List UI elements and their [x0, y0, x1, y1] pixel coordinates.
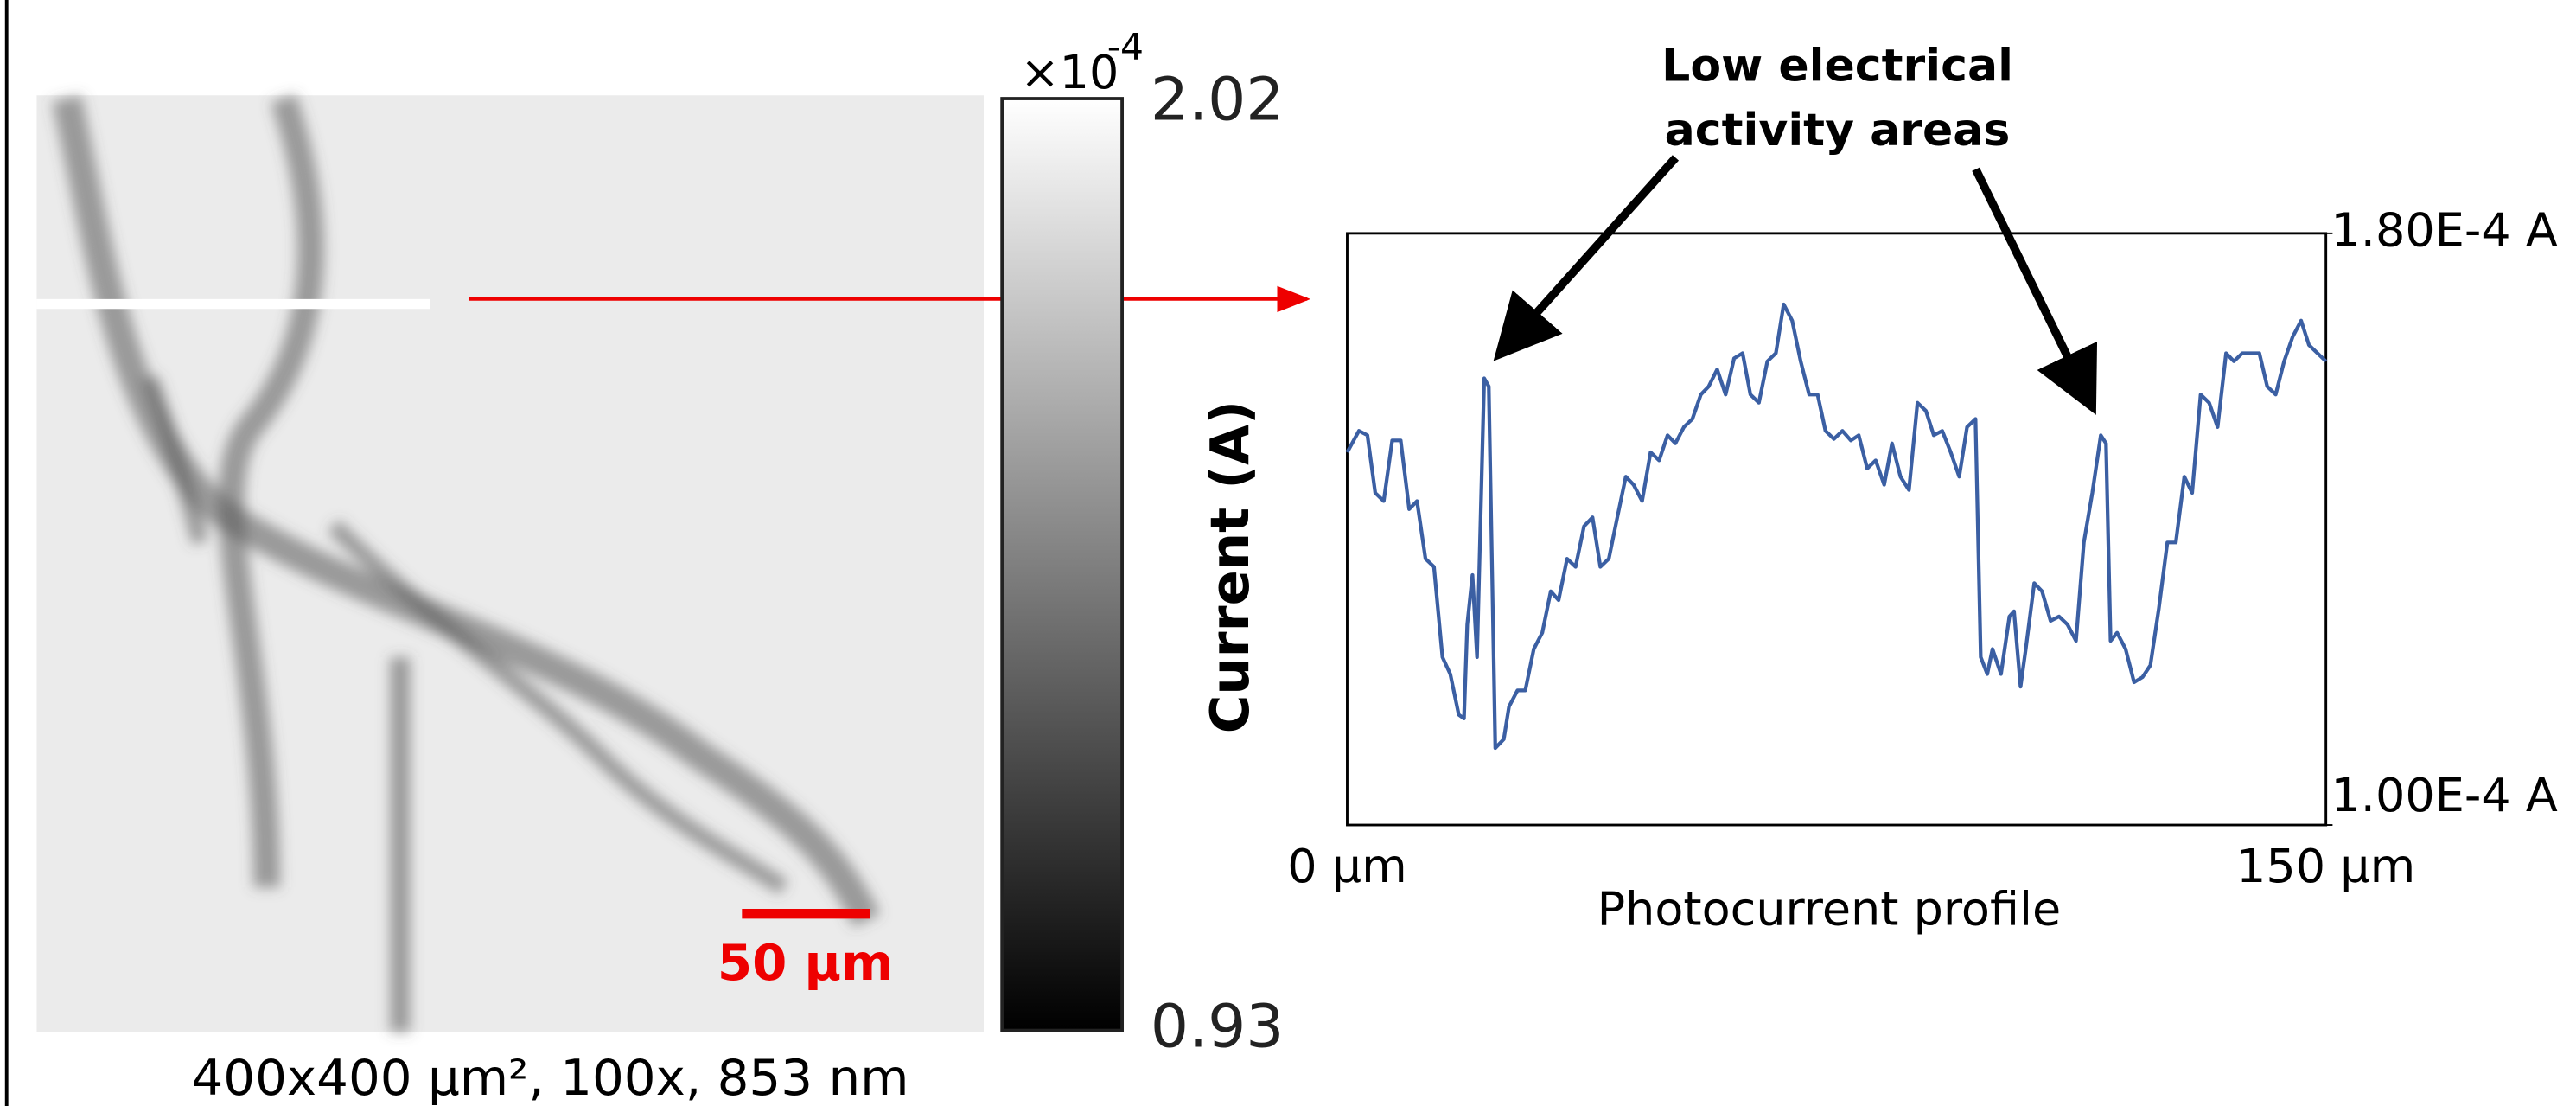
annotation-line: Low electrical — [1661, 41, 2013, 93]
annotation-arrow — [1972, 167, 2098, 415]
colorbar-multiplier: ×10 — [1020, 45, 1119, 99]
colorbar — [1000, 97, 1125, 1032]
colorbar-label: Current (A) — [1200, 400, 1262, 733]
annotation-line: activity areas — [1665, 105, 2011, 157]
x-tick-label: 150 µm — [2236, 839, 2415, 893]
colorbar-tick-label: 2.02 — [1151, 66, 1285, 134]
scale-bar-label: 50 µm — [717, 934, 894, 992]
x-tick-label: 0 µm — [1287, 839, 1406, 893]
colorbar-exponent: -4 — [1107, 26, 1144, 68]
annotation-arrow — [1493, 155, 1680, 361]
profile-line — [1345, 302, 2328, 751]
colorbar-tick-label: 0.93 — [1151, 993, 1285, 1061]
y-tick-label: 1.00E-4 A — [2331, 769, 2558, 823]
micrograph — [36, 94, 984, 1032]
y-tick-label: 1.80E-4 A — [2331, 203, 2558, 258]
plot-frame — [1346, 232, 2328, 827]
x-axis-label: Photocurrent profile — [1597, 882, 2062, 937]
image-caption: 400x400 µm², 100x, 853 nm — [191, 1049, 909, 1106]
